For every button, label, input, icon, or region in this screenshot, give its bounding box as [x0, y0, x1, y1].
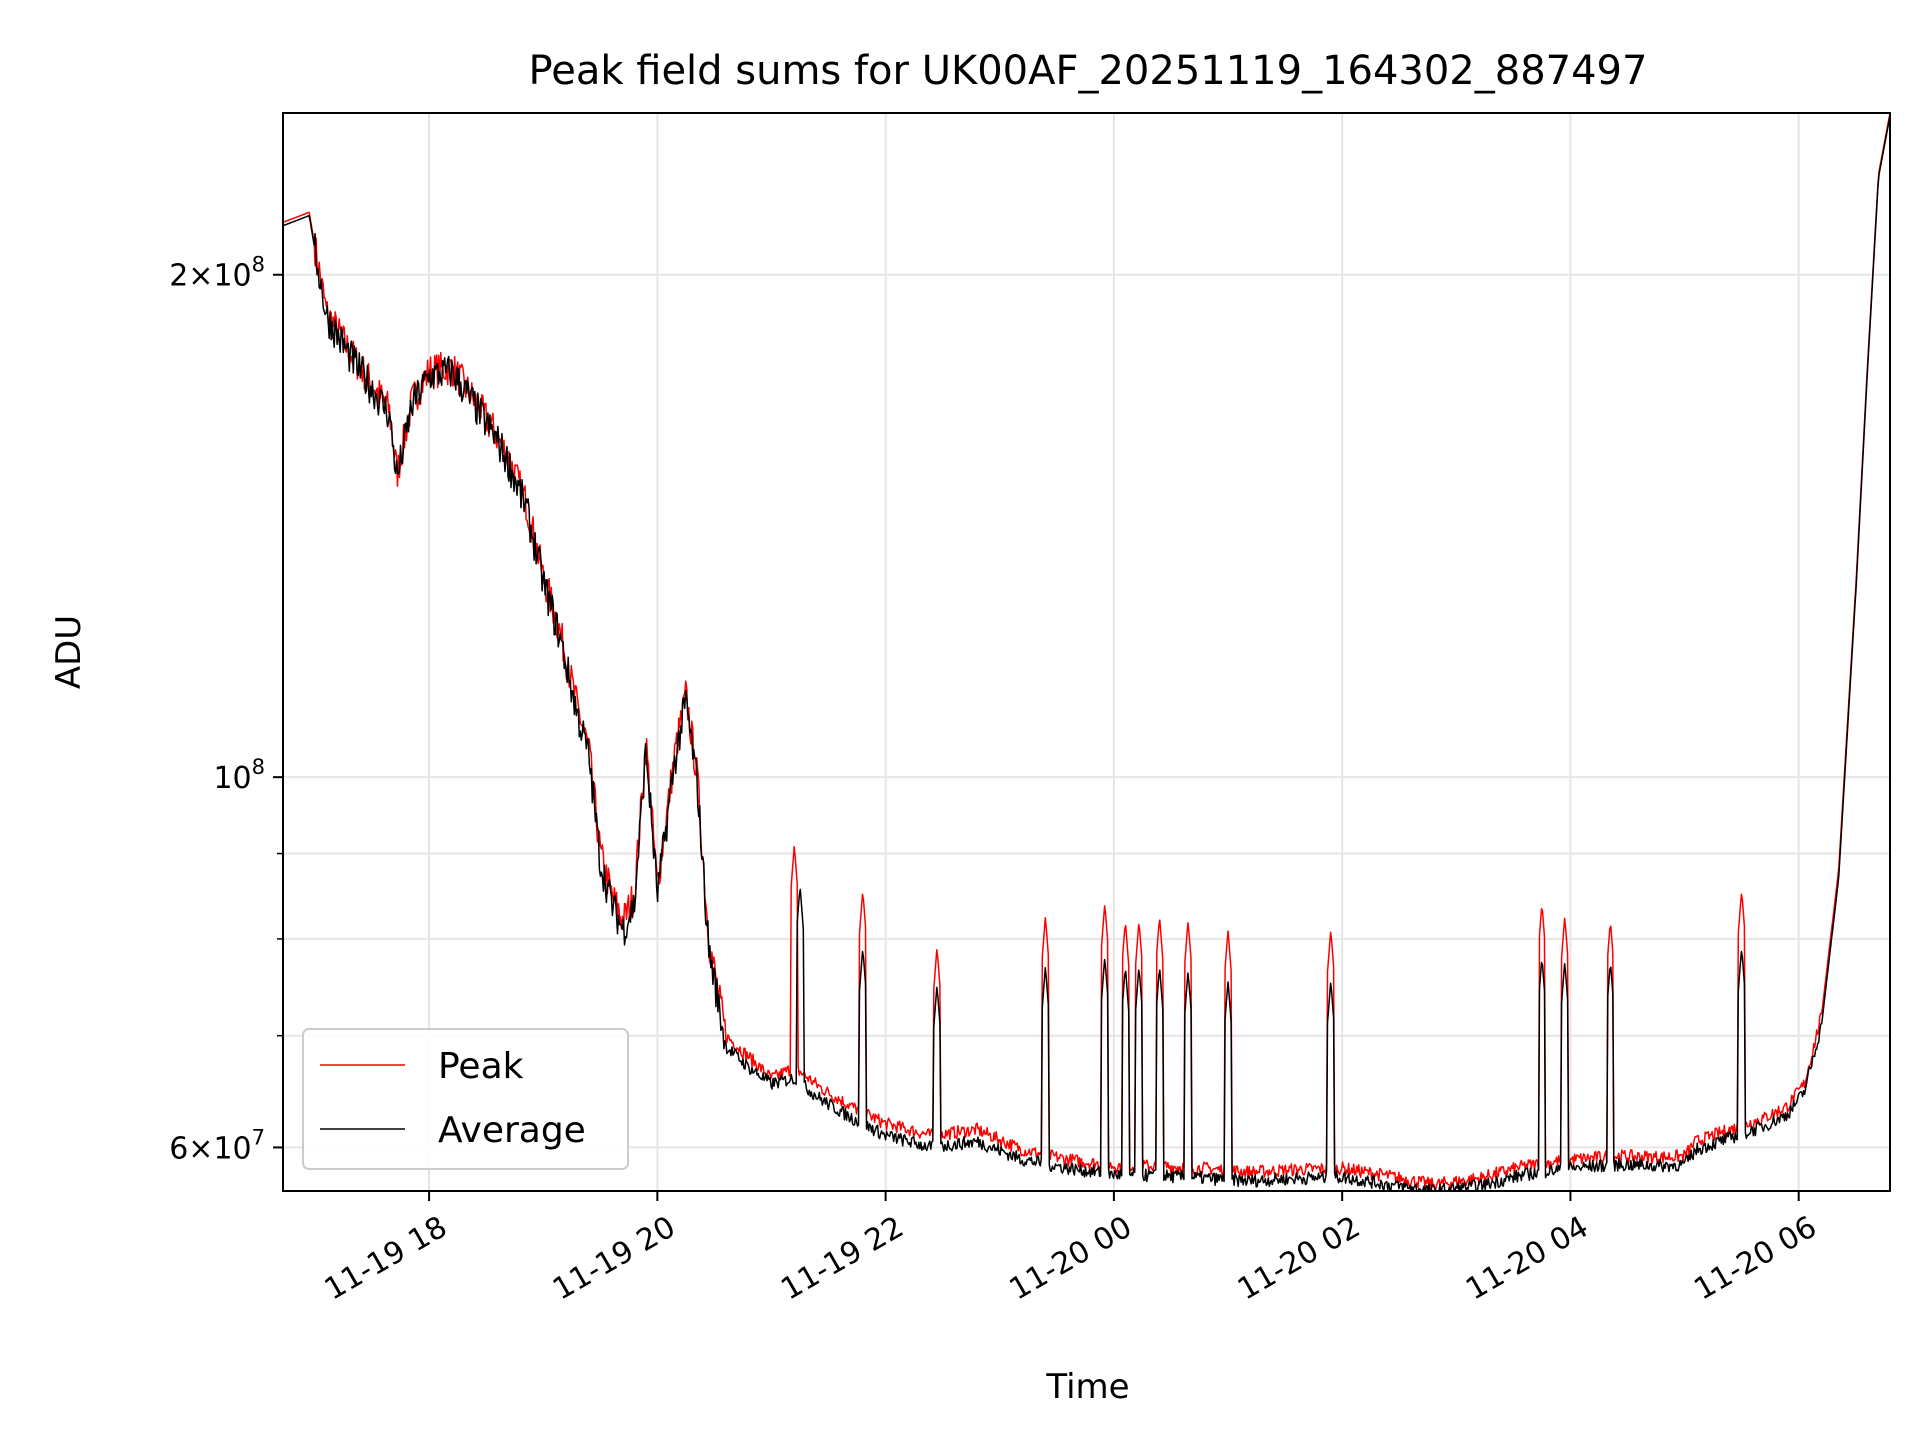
legend: Peak Average — [302, 1028, 629, 1170]
y-tick-label: 108 — [213, 755, 265, 796]
y-tick-label: 6×107 — [169, 1125, 265, 1166]
y-tick-label: 2×108 — [169, 253, 265, 294]
legend-label-peak: Peak — [438, 1046, 524, 1087]
chart-title: Peak field sums for UK00AF_20251119_1643… — [529, 48, 1648, 94]
plot-frame — [282, 112, 1891, 1192]
legend-box — [302, 1028, 629, 1170]
series-line-average — [283, 115, 1890, 1191]
x-axis-label: Time — [1045, 1367, 1129, 1407]
y-axis-label: ADU — [49, 615, 89, 689]
series-layer — [283, 113, 1890, 1191]
legend-label-average: Average — [438, 1110, 586, 1151]
y-axis-ticks: 6×107 108 2×108 — [169, 253, 283, 1166]
